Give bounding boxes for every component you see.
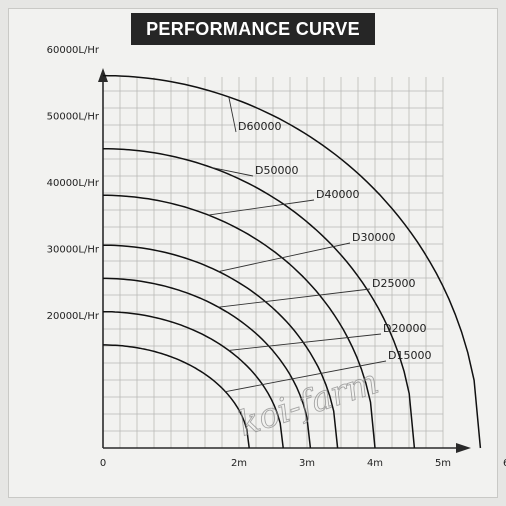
y-tick-label: 30000L/Hr [47, 245, 100, 256]
chart-frame [8, 8, 498, 498]
y-axis-arrow [98, 68, 108, 82]
series-label-D50000: D50000 [255, 164, 298, 177]
series-label-D40000: D40000 [316, 188, 359, 201]
y-tick-label: 50000L/Hr [47, 112, 100, 123]
leader-D20000 [228, 333, 382, 351]
curves [102, 74, 482, 449]
chart-title: PERFORMANCE CURVE [131, 13, 375, 45]
curve-D50000 [103, 148, 416, 449]
curve-D60000 [102, 74, 482, 449]
y-tick-label: 60000L/Hr [47, 45, 100, 56]
curve-D25000 [103, 277, 312, 449]
series-label-D25000: D25000 [372, 277, 415, 290]
x-tick-label: 0 [100, 458, 106, 469]
leader-D60000 [228, 96, 237, 133]
curve-D20000 [103, 310, 284, 449]
leader-D50000 [211, 167, 254, 177]
x-tick-label: 4m [367, 458, 383, 469]
leader-D30000 [218, 242, 351, 272]
x-tick-label: 5m [435, 458, 451, 469]
leader-D40000 [208, 199, 315, 216]
series-labels: D60000 D50000 D40000 D30000 D25000 D20000 D150… [238, 120, 431, 362]
curve-D30000 [103, 244, 339, 449]
series-label-D60000: D60000 [238, 120, 281, 133]
series-label-D20000: D20000 [383, 322, 426, 335]
x-axis-arrow [456, 443, 471, 453]
grid [102, 77, 444, 449]
tick-labels: 0 2m 3m 4m 5m 6m 20000L/Hr 30000L/Hr 40000L/Hr 50… [47, 45, 506, 469]
y-tick-label: 20000L/Hr [47, 311, 100, 322]
curve-D40000 [103, 194, 376, 449]
leader-D25000 [218, 288, 371, 308]
x-tick-label: 2m [231, 458, 247, 469]
axes [98, 68, 471, 453]
x-tick-label: 3m [299, 458, 315, 469]
series-label-D15000: D15000 [388, 349, 431, 362]
leader-D15000 [225, 360, 387, 393]
label-leaders [208, 96, 387, 393]
curve-D15000 [103, 344, 250, 449]
x-tick-label: 6m [503, 458, 506, 469]
y-tick-label: 40000L/Hr [47, 178, 100, 189]
series-label-D30000: D30000 [352, 231, 395, 244]
